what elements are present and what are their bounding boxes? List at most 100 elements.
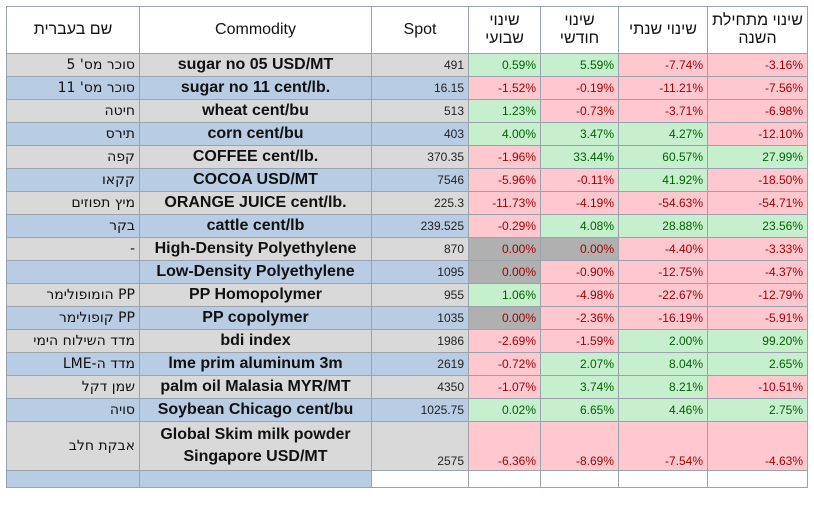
header-hebrew-name: שם בעברית bbox=[6, 6, 140, 54]
ytd-change-cell: -4.63% bbox=[707, 421, 808, 471]
spot-cell: 7546 bbox=[371, 168, 469, 192]
monthly-change-cell: -0.73% bbox=[540, 99, 619, 123]
weekly-change-cell: -2.69% bbox=[468, 329, 541, 353]
weekly-change-cell: -5.96% bbox=[468, 168, 541, 192]
weekly-change-cell: 0.59% bbox=[468, 53, 541, 77]
table-row: מדד השילוח הימי bdi index 1986 -2.69% -1.59%… bbox=[6, 329, 808, 353]
blank-cell bbox=[6, 470, 140, 488]
header-weekly-change: שינוי שבועי bbox=[468, 6, 541, 54]
yearly-change-cell: -16.19% bbox=[618, 306, 708, 330]
monthly-change-cell: 6.65% bbox=[540, 398, 619, 422]
weekly-change-cell: -11.73% bbox=[468, 191, 541, 215]
ytd-change-cell: 2.65% bbox=[707, 352, 808, 376]
table-row: סויה Soybean Chicago cent/bu 1025.75 0.02% 6… bbox=[6, 398, 808, 422]
commodity-table-container: שם בעברית Commodity Spot שינוי שבועי שינ… bbox=[6, 6, 808, 488]
hebrew-name-cell: מיץ תפוזים bbox=[6, 191, 140, 215]
hebrew-name-cell: בקר bbox=[6, 214, 140, 238]
spot-cell: 1095 bbox=[371, 260, 469, 284]
commodity-cell: PP copolymer bbox=[139, 306, 372, 330]
yearly-change-cell: -7.54% bbox=[618, 421, 708, 471]
monthly-change-cell: -0.19% bbox=[540, 76, 619, 100]
spot-cell: 16.15 bbox=[371, 76, 469, 100]
commodity-cell: High-Density Polyethylene bbox=[139, 237, 372, 261]
weekly-change-cell: -1.96% bbox=[468, 145, 541, 169]
header-spot: Spot bbox=[371, 6, 469, 54]
monthly-change-cell: -2.36% bbox=[540, 306, 619, 330]
monthly-change-cell: 4.08% bbox=[540, 214, 619, 238]
spot-cell: 1986 bbox=[371, 329, 469, 353]
hebrew-name-cell: סוכר מס' 11 bbox=[6, 76, 140, 100]
yearly-change-cell: -54.63% bbox=[618, 191, 708, 215]
ytd-change-cell: -3.33% bbox=[707, 237, 808, 261]
monthly-change-cell: -4.19% bbox=[540, 191, 619, 215]
ytd-change-cell: -10.51% bbox=[707, 375, 808, 399]
hebrew-name-cell bbox=[6, 260, 140, 284]
commodity-cell: Soybean Chicago cent/bu bbox=[139, 398, 372, 422]
weekly-change-cell: 1.23% bbox=[468, 99, 541, 123]
spot-cell: 225.3 bbox=[371, 191, 469, 215]
spot-cell: 4350 bbox=[371, 375, 469, 399]
table-row: תירס corn cent/bu 403 4.00% 3.47% 4.27% -12.10… bbox=[6, 122, 808, 146]
table-row: קפה COFFEE cent/lb. 370.35 -1.96% 33.44% 60.5… bbox=[6, 145, 808, 169]
weekly-change-cell: 4.00% bbox=[468, 122, 541, 146]
weekly-change-cell: 1.06% bbox=[468, 283, 541, 307]
yearly-change-cell: 28.88% bbox=[618, 214, 708, 238]
commodity-cell: COCOA USD/MT bbox=[139, 168, 372, 192]
commodity-cell: sugar no 05 USD/MT bbox=[139, 53, 372, 77]
weekly-change-cell: -1.52% bbox=[468, 76, 541, 100]
weekly-change-cell: 0.00% bbox=[468, 306, 541, 330]
commodity-cell: Global Skim milk powder Singapore USD/MT bbox=[139, 421, 372, 471]
ytd-change-cell: -12.79% bbox=[707, 283, 808, 307]
table-row: קקאו COCOA USD/MT 7546 -5.96% -0.11% 41.92% -1… bbox=[6, 168, 808, 192]
hebrew-name-cell: PP הומופולימר bbox=[6, 283, 140, 307]
header-row: שם בעברית Commodity Spot שינוי שבועי שינ… bbox=[6, 6, 808, 54]
ytd-change-cell: -6.98% bbox=[707, 99, 808, 123]
ytd-change-cell: 2.75% bbox=[707, 398, 808, 422]
yearly-change-cell: -22.67% bbox=[618, 283, 708, 307]
table-row: חיטה wheat cent/bu 513 1.23% -0.73% -3.71% -6.… bbox=[6, 99, 808, 123]
commodity-cell: cattle cent/lb bbox=[139, 214, 372, 238]
spot-cell: 513 bbox=[371, 99, 469, 123]
commodity-cell: corn cent/bu bbox=[139, 122, 372, 146]
hebrew-name-cell: חיטה bbox=[6, 99, 140, 123]
monthly-change-cell: 2.07% bbox=[540, 352, 619, 376]
table-row: PP קופולימר PP copolymer 1035 0.00% -2.36% -1… bbox=[6, 306, 808, 330]
hebrew-name-cell: סויה bbox=[6, 398, 140, 422]
weekly-change-cell: -0.72% bbox=[468, 352, 541, 376]
ytd-change-cell: -7.56% bbox=[707, 76, 808, 100]
hebrew-name-cell: אבקת חלב bbox=[6, 421, 140, 471]
monthly-change-cell: -0.90% bbox=[540, 260, 619, 284]
spot-cell: 870 bbox=[371, 237, 469, 261]
hebrew-name-cell: שמן דקל bbox=[6, 375, 140, 399]
spot-cell: 2575 bbox=[371, 421, 469, 471]
table-row: סוכר מס' 5 sugar no 05 USD/MT 491 0.59% 5.59… bbox=[6, 53, 808, 77]
commodity-cell: PP Homopolymer bbox=[139, 283, 372, 307]
yearly-change-cell: -3.71% bbox=[618, 99, 708, 123]
blank-cell bbox=[371, 470, 469, 488]
table-body: סוכר מס' 5 sugar no 05 USD/MT 491 0.59% 5.59… bbox=[6, 53, 808, 488]
yearly-change-cell: -4.40% bbox=[618, 237, 708, 261]
commodity-cell: bdi index bbox=[139, 329, 372, 353]
ytd-change-cell: -3.16% bbox=[707, 53, 808, 77]
table-row: מדד ה-LME lme prim aluminum 3m 2619 -0.72% 2… bbox=[6, 352, 808, 376]
monthly-change-cell: 5.59% bbox=[540, 53, 619, 77]
commodity-cell: wheat cent/bu bbox=[139, 99, 372, 123]
table-row: מיץ תפוזים ORANGE JUICE cent/lb. 225.3 -11.… bbox=[6, 191, 808, 215]
hebrew-name-cell: מדד השילוח הימי bbox=[6, 329, 140, 353]
hebrew-name-cell: קקאו bbox=[6, 168, 140, 192]
commodity-cell: palm oil Malasia MYR/MT bbox=[139, 375, 372, 399]
yearly-change-cell: -11.21% bbox=[618, 76, 708, 100]
table-row: סוכר מס' 11 sugar no 11 cent/lb. 16.15 -1.5… bbox=[6, 76, 808, 100]
hebrew-name-cell: סוכר מס' 5 bbox=[6, 53, 140, 77]
header-ytd-change: שינוי מתחילת השנה bbox=[707, 6, 808, 54]
weekly-change-cell: 0.00% bbox=[468, 260, 541, 284]
ytd-change-cell: -18.50% bbox=[707, 168, 808, 192]
table-row: - High-Density Polyethylene 870 0.00% 0.00% -… bbox=[6, 237, 808, 261]
header-yearly-change: שינוי שנתי bbox=[618, 6, 708, 54]
commodity-cell: ORANGE JUICE cent/lb. bbox=[139, 191, 372, 215]
spot-cell: 239.525 bbox=[371, 214, 469, 238]
yearly-change-cell: -12.75% bbox=[618, 260, 708, 284]
ytd-change-cell: 23.56% bbox=[707, 214, 808, 238]
monthly-change-cell: 3.47% bbox=[540, 122, 619, 146]
blank-cell bbox=[139, 470, 372, 488]
